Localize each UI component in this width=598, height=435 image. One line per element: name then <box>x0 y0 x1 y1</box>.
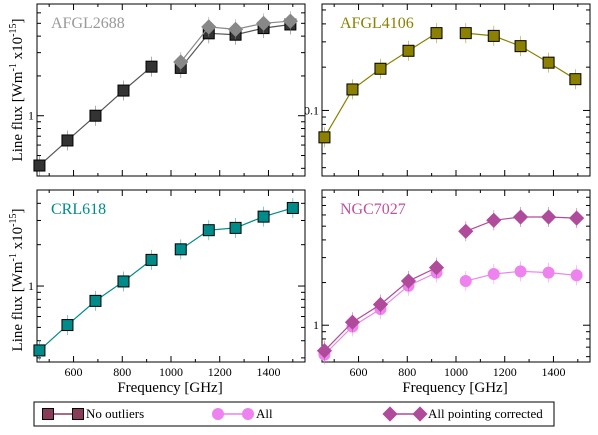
legend-marker <box>412 406 428 422</box>
panel-0: 1 AFGL2688 <box>28 3 306 177</box>
data-point <box>257 210 270 223</box>
legend-item-circle: All <box>212 406 273 421</box>
data-point <box>145 60 158 73</box>
data-point <box>61 319 74 332</box>
data-point <box>402 44 415 57</box>
data-point <box>33 159 46 172</box>
data-point <box>117 84 130 97</box>
y-axis-label-bottom: Line flux [Wm-1 x10-15] <box>8 209 26 352</box>
x-tick-label: 800 <box>113 365 131 379</box>
data-point <box>174 243 187 256</box>
series-line <box>323 32 437 138</box>
y-axis-label-top-sup2: -15 <box>8 24 19 37</box>
data-point <box>428 260 445 276</box>
data-point <box>33 344 46 357</box>
data-point <box>89 109 102 122</box>
data-point <box>542 266 555 279</box>
data-point <box>344 314 361 330</box>
data-point <box>569 73 582 86</box>
y-tick-label: 0.1 <box>304 103 319 117</box>
data-point <box>89 294 102 307</box>
x-tick-label: 1400 <box>541 365 565 379</box>
y-axis-label-bottom-end: ] <box>10 209 26 214</box>
data-point <box>459 275 472 288</box>
data-point <box>286 201 299 214</box>
data-point <box>400 273 417 289</box>
legend-box <box>33 401 555 427</box>
y-axis-label-top-main: Line flux [Wm <box>10 71 26 161</box>
y-axis-label-top-end: ] <box>10 19 26 24</box>
data-point <box>430 27 443 40</box>
legend-label: All pointing corrected <box>428 406 543 421</box>
y-tick-label: 1 <box>28 279 34 293</box>
data-point <box>570 269 583 282</box>
y-tick-label: 1 <box>313 318 319 332</box>
y-axis-label-top: Line flux [Wm-1 x10-15] <box>8 19 26 162</box>
data-point <box>117 275 130 288</box>
data-point <box>201 19 217 35</box>
y-axis-label-bottom-main: Line flux [Wm <box>10 261 26 351</box>
legend-marker <box>242 408 254 420</box>
panel-title: AFGL2688 <box>51 15 125 32</box>
x-tick-label: 1000 <box>444 365 468 379</box>
data-point <box>346 83 359 96</box>
legend-label: All <box>256 406 273 421</box>
x-axis-label-right: Frequency [GHz] <box>402 380 507 396</box>
data-point <box>514 265 527 278</box>
legend-item-diamond: All pointing corrected <box>382 406 543 422</box>
data-point <box>514 40 527 53</box>
y-axis-label-top-mid: x10 <box>10 37 26 63</box>
data-point <box>569 210 585 226</box>
chart-panels: 1 AFGL2688 0.1 AFGL4106 600 800 1000 1200 1400 1 C… <box>28 3 591 379</box>
x-axis-label-left: Frequency [GHz] <box>117 380 222 396</box>
data-point <box>458 223 474 239</box>
x-tick-label: 1200 <box>208 365 232 379</box>
legend-label: No outliers <box>86 406 144 421</box>
y-tick-label: 1 <box>28 109 34 123</box>
legend-marker <box>212 408 224 420</box>
data-point <box>372 296 389 313</box>
x-tick-label: 800 <box>398 365 416 379</box>
panel-1: 0.1 AFGL4106 <box>304 3 591 177</box>
data-point <box>145 253 158 266</box>
legend-marker <box>72 408 84 420</box>
data-point <box>229 221 242 234</box>
data-point <box>512 209 529 225</box>
legend-marker <box>382 406 398 422</box>
data-point <box>486 212 502 228</box>
x-tick-label: 1200 <box>493 365 517 379</box>
data-point <box>542 56 555 69</box>
y-axis-label-bottom-sup2: -15 <box>8 214 19 227</box>
data-point <box>487 267 500 280</box>
x-tick-label: 1000 <box>159 365 183 379</box>
legend-items: No outliers All All pointing corrected <box>42 406 543 422</box>
panel-title: AFGL4106 <box>340 15 414 32</box>
panel-title: NGC7027 <box>340 201 406 218</box>
data-point <box>61 134 74 147</box>
legend: No outliers All All pointing corrected <box>33 401 555 427</box>
data-point <box>487 29 500 42</box>
y-axis-label-top-sup1: -1 <box>8 63 19 71</box>
x-tick-label: 600 <box>65 365 83 379</box>
data-point <box>374 62 387 75</box>
x-tick-label: 600 <box>350 365 368 379</box>
x-tick-label: 1400 <box>256 365 280 379</box>
data-point <box>173 54 189 70</box>
data-point <box>318 131 331 144</box>
data-point <box>282 13 298 29</box>
data-point <box>255 15 272 31</box>
y-axis-label-bottom-mid: x10 <box>10 227 26 253</box>
data-point <box>202 224 215 237</box>
data-point <box>227 21 244 37</box>
data-point <box>316 343 333 359</box>
legend-marker <box>42 408 54 420</box>
data-point <box>459 27 472 40</box>
panel-title: CRL618 <box>51 201 106 218</box>
panel-3: 600 800 1000 1200 1400 1 NGC7027 <box>313 189 591 379</box>
legend-item-square: No outliers <box>42 406 144 421</box>
panel-2: 600 800 1000 1200 1400 1 CRL618 <box>28 189 306 379</box>
data-point <box>540 209 557 225</box>
y-axis-label-bottom-sup1: -1 <box>8 253 19 261</box>
